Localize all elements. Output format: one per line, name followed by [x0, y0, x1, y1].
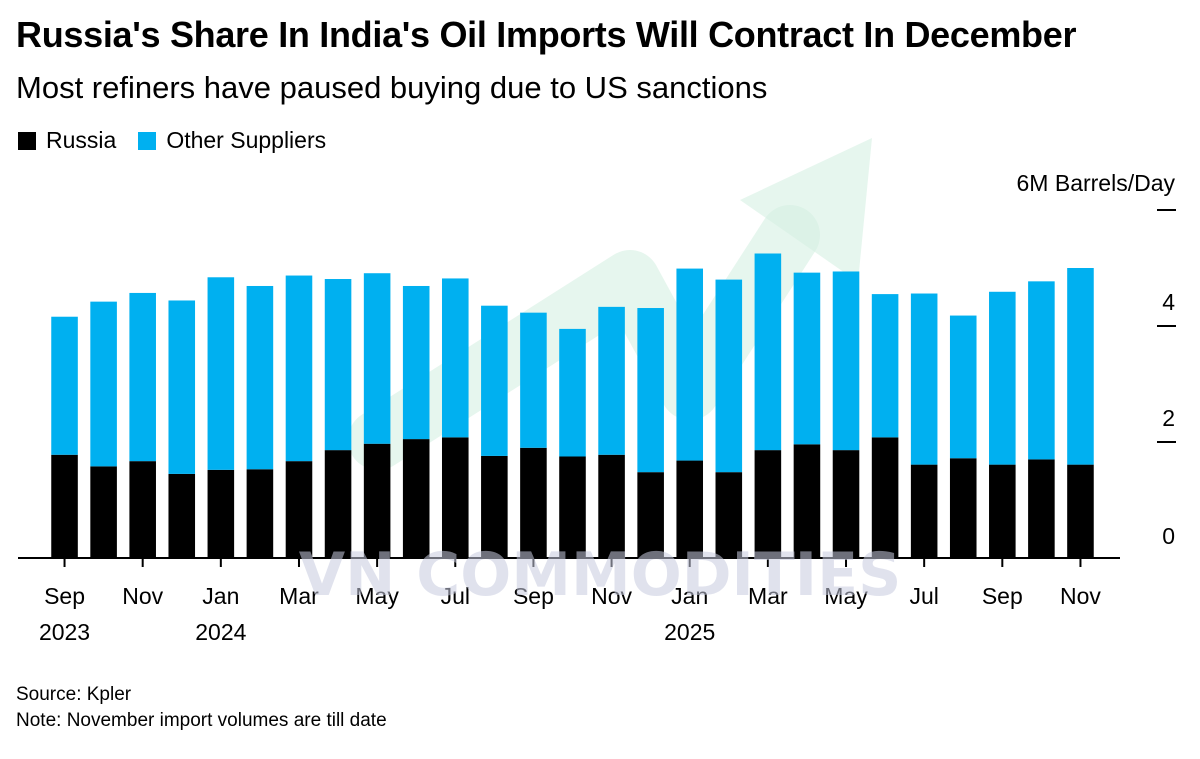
bar-other-suppliers-21	[871, 294, 899, 438]
y-axis: 0 2 4	[1157, 209, 1176, 549]
legend-item-other-suppliers: Other Suppliers	[138, 127, 326, 154]
bar-russia-25	[1028, 459, 1055, 558]
bar-russia-14	[598, 454, 625, 558]
bar-russia-23	[949, 458, 977, 558]
bar-other-suppliers-9	[402, 285, 430, 440]
bar-russia-21	[871, 437, 899, 558]
bar-russia-3	[168, 473, 196, 558]
x-tick-label-month: Mar	[748, 583, 788, 609]
bar-russia-5	[246, 469, 274, 558]
bars-group	[51, 253, 1094, 558]
y-tick-label-2: 2	[1162, 405, 1175, 431]
bar-other-suppliers-1	[90, 301, 117, 467]
bar-russia-9	[402, 439, 430, 558]
bar-other-suppliers-3	[168, 300, 196, 474]
bar-other-suppliers-13	[559, 328, 586, 457]
bar-other-suppliers-20	[832, 271, 860, 451]
x-tick-label-month: Jan	[671, 583, 708, 609]
bar-other-suppliers-8	[363, 273, 391, 444]
footnote: Note: November import volumes are till d…	[16, 710, 387, 731]
bar-russia-19	[793, 444, 821, 558]
bar-other-suppliers-18	[754, 253, 782, 451]
bar-russia-16	[676, 460, 704, 558]
x-tick-label-year: 2024	[195, 619, 246, 645]
x-tick-label-year: 2023	[39, 619, 90, 645]
bar-other-suppliers-24	[989, 291, 1016, 465]
bar-other-suppliers-11	[481, 305, 508, 456]
bar-other-suppliers-22	[910, 293, 938, 465]
legend-swatch-russia	[18, 131, 36, 150]
y-axis-unit-label: 6M Barrels/Day	[1016, 170, 1175, 196]
x-axis: Sep 2023 Nov Jan 2024 Mar May Jul Sep Nov Jan 2025 M…	[39, 558, 1101, 645]
bar-other-suppliers-26	[1067, 268, 1094, 465]
bar-russia-10	[441, 437, 469, 558]
bar-other-suppliers-19	[793, 272, 821, 445]
bar-russia-4	[207, 469, 235, 558]
bar-russia-20	[832, 450, 860, 558]
x-tick-label-month: Sep	[982, 583, 1023, 609]
chart-title: Russia's Share In India's Oil Imports Wi…	[16, 14, 1077, 55]
bar-other-suppliers-0	[51, 316, 78, 455]
bar-russia-0	[51, 454, 78, 558]
bar-russia-2	[129, 461, 156, 558]
bar-other-suppliers-25	[1028, 281, 1055, 460]
x-tick-label-month: May	[355, 583, 399, 609]
bar-russia-11	[481, 455, 508, 558]
legend-label-russia: Russia	[46, 127, 117, 153]
legend: Russia Other Suppliers	[18, 127, 348, 154]
x-tick-label-month: May	[824, 583, 868, 609]
bar-other-suppliers-16	[676, 268, 704, 461]
bar-other-suppliers-17	[715, 279, 743, 473]
bar-russia-18	[754, 450, 782, 558]
x-tick-label-month: Jul	[441, 583, 470, 609]
bar-russia-15	[637, 472, 664, 558]
bar-russia-6	[285, 461, 313, 558]
bar-russia-24	[989, 464, 1016, 558]
bar-russia-8	[363, 443, 391, 558]
x-tick-label-month: Jul	[909, 583, 938, 609]
legend-item-russia: Russia	[18, 127, 116, 154]
bar-russia-1	[90, 466, 117, 558]
x-tick-label-month: Mar	[279, 583, 319, 609]
bar-other-suppliers-4	[207, 277, 235, 470]
watermark-text: VN COMMODITIES	[299, 540, 902, 610]
bar-other-suppliers-12	[520, 312, 547, 448]
legend-swatch-other-suppliers	[138, 131, 157, 150]
bar-russia-26	[1067, 464, 1094, 558]
bar-other-suppliers-7	[324, 279, 352, 451]
bar-other-suppliers-2	[129, 292, 156, 462]
x-tick-label-month: Nov	[1060, 583, 1101, 609]
bar-other-suppliers-23	[949, 315, 977, 459]
bar-other-suppliers-14	[598, 306, 625, 455]
x-tick-label-month: Nov	[122, 583, 163, 609]
bar-russia-22	[910, 464, 938, 558]
x-tick-label-month: Sep	[44, 583, 85, 609]
bar-other-suppliers-15	[637, 308, 664, 473]
bar-other-suppliers-10	[441, 278, 469, 438]
bar-russia-17	[715, 472, 743, 558]
y-tick-label-4: 4	[1162, 289, 1175, 315]
bar-russia-7	[324, 450, 352, 558]
x-tick-label-month: Nov	[591, 583, 632, 609]
chart-subtitle: Most refiners have paused buying due to …	[16, 70, 768, 105]
x-tick-label-year: 2025	[664, 619, 715, 645]
bar-russia-12	[520, 447, 547, 558]
bar-other-suppliers-6	[285, 275, 313, 462]
legend-label-other-suppliers: Other Suppliers	[166, 127, 327, 153]
x-tick-label-month: Jan	[202, 583, 239, 609]
y-tick-label-0: 0	[1162, 523, 1175, 549]
bar-russia-13	[559, 456, 586, 558]
source-note: Source: Kpler	[16, 684, 132, 705]
x-tick-label-month: Sep	[513, 583, 554, 609]
bar-other-suppliers-5	[246, 285, 274, 470]
